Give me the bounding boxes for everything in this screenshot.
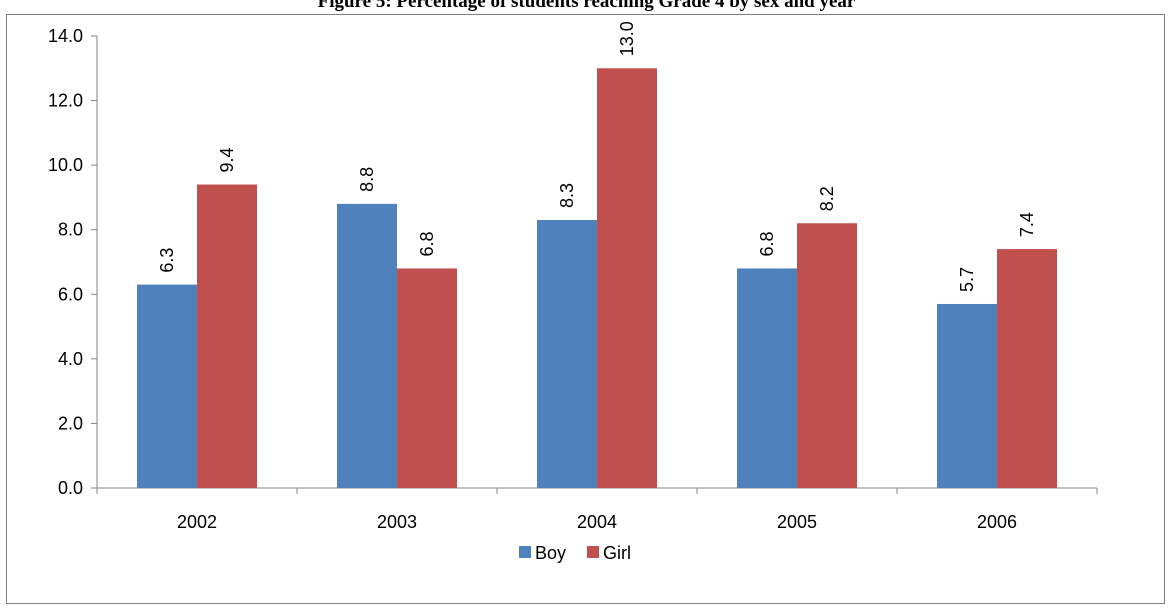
y-tick-label: 4.0 — [58, 349, 83, 369]
x-tick-label: 2003 — [377, 512, 417, 532]
y-tick-label: 10.0 — [48, 155, 83, 175]
data-label: 8.2 — [817, 186, 837, 211]
data-label: 6.3 — [157, 248, 177, 273]
y-tick-label: 2.0 — [58, 413, 83, 433]
bar-boy-2005 — [737, 268, 797, 488]
data-label: 7.4 — [1017, 212, 1037, 237]
bar-girl-2004 — [597, 68, 657, 489]
data-label: 6.8 — [417, 231, 437, 256]
legend-label-boy: Boy — [535, 543, 566, 563]
bar-girl-2003 — [397, 268, 457, 488]
legend-swatch-boy — [519, 546, 531, 558]
data-labels: 6.3 9.4 8.8 6.8 8.3 13.0 6.8 8.2 5.7 7.4 — [157, 21, 1037, 292]
y-tick-label: 8.0 — [58, 220, 83, 240]
x-axis: 2002 2003 2004 2005 2006 — [96, 487, 1098, 532]
bar-girl-2005 — [797, 223, 857, 488]
x-tick-label: 2005 — [777, 512, 817, 532]
x-tick-label: 2006 — [977, 512, 1017, 532]
y-tick-label: 6.0 — [58, 284, 83, 304]
bar-boy-2006 — [937, 303, 997, 488]
data-label: 6.8 — [757, 231, 777, 256]
data-label: 13.0 — [617, 21, 637, 56]
y-axis: 0.0 2.0 4.0 6.0 8.0 10.0 12.0 14.0 — [48, 26, 98, 498]
data-label: 8.8 — [357, 167, 377, 192]
y-tick-label: 0.0 — [58, 478, 83, 498]
bar-boy-2003 — [337, 203, 397, 488]
data-label: 9.4 — [217, 147, 237, 172]
x-tick-label: 2002 — [177, 512, 217, 532]
y-tick-label: 14.0 — [48, 26, 83, 46]
bar-boy-2004 — [537, 220, 597, 488]
legend-label-girl: Girl — [603, 543, 631, 563]
bar-boy-2002 — [137, 284, 197, 488]
data-label: 5.7 — [957, 267, 977, 292]
bars — [137, 68, 1057, 489]
data-label: 8.3 — [557, 183, 577, 208]
bar-girl-2006 — [997, 249, 1057, 488]
y-tick-label: 12.0 — [48, 91, 83, 111]
legend-swatch-girl — [587, 546, 599, 558]
x-tick-label: 2004 — [577, 512, 617, 532]
legend: Boy Girl — [519, 543, 631, 563]
chart-title: Figure 5: Percentage of students reachin… — [317, 0, 856, 12]
bar-girl-2002 — [197, 184, 257, 488]
